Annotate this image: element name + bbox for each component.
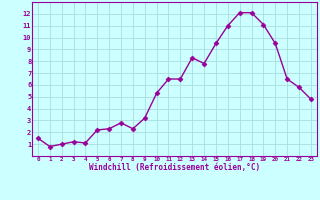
X-axis label: Windchill (Refroidissement éolien,°C): Windchill (Refroidissement éolien,°C) (89, 163, 260, 172)
